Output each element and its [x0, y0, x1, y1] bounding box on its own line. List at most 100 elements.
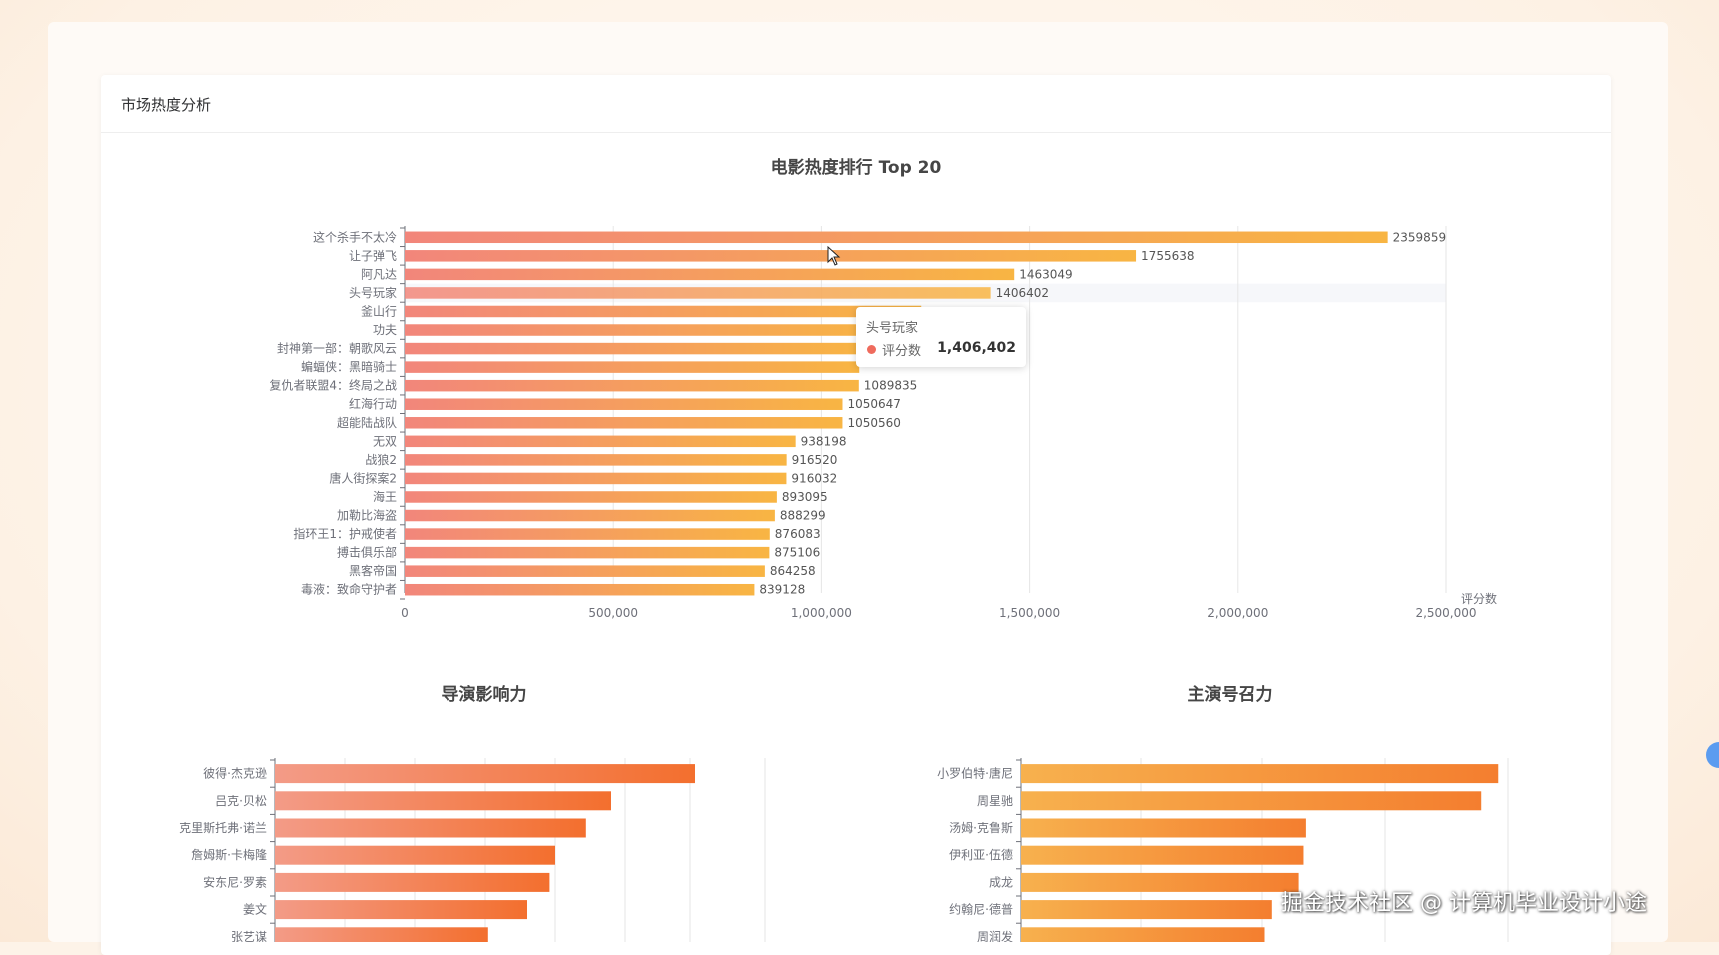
floating-action-button[interactable] — [1706, 742, 1719, 768]
y-tick-label: 头号玩家 — [349, 285, 397, 300]
y-tick-label: 毒液：致命守护者 — [301, 582, 397, 597]
data-label: 938198 — [801, 434, 847, 448]
data-label: 1050560 — [847, 416, 900, 430]
bar — [405, 491, 777, 503]
y-tick-label: 让子弹飞 — [349, 249, 397, 263]
y-tick-label: 战狼2 — [365, 452, 397, 467]
bar — [405, 435, 796, 448]
bar — [405, 379, 859, 392]
x-tick-label: 500,000 — [588, 606, 638, 620]
data-label: 1089835 — [864, 379, 917, 393]
y-tick-label: 张艺谋 — [231, 930, 267, 942]
data-label: 2359859 — [1393, 230, 1446, 244]
y-tick-label: 克里斯托弗·诺兰 — [179, 821, 267, 835]
bar — [1021, 872, 1299, 892]
bar — [275, 900, 527, 920]
bar — [275, 818, 586, 838]
data-label: 1755638 — [1141, 249, 1194, 263]
data-label: 916032 — [791, 471, 837, 485]
bar — [275, 845, 555, 865]
data-label: 876083 — [775, 527, 821, 541]
y-tick-label: 搏击俱乐部 — [337, 545, 397, 560]
bar — [405, 546, 770, 559]
bar — [1021, 818, 1306, 838]
bar — [405, 565, 765, 577]
y-tick-label: 伊利亚·伍德 — [949, 847, 1013, 862]
data-label: 864258 — [770, 564, 816, 578]
mouse-cursor-icon — [827, 245, 841, 270]
x-tick-label: 0 — [401, 606, 409, 620]
bar — [1021, 791, 1482, 811]
y-tick-label: 海王 — [373, 489, 397, 504]
y-tick-label: 吕克·贝松 — [215, 794, 267, 808]
y-tick-label: 詹姆斯·卡梅隆 — [191, 847, 267, 862]
bar — [1021, 764, 1499, 784]
y-tick-label: 功夫 — [373, 323, 397, 337]
data-label: 1050647 — [847, 397, 900, 411]
tooltip-series-name: 评分数 — [882, 344, 922, 359]
y-tick-label: 釜山行 — [361, 303, 397, 318]
y-tick-label: 加勒比海盗 — [337, 508, 397, 523]
y-tick-label: 周润发 — [977, 929, 1013, 942]
bar — [405, 268, 1015, 281]
bar — [1021, 900, 1272, 920]
data-label: 1463049 — [1019, 267, 1072, 281]
bar — [405, 231, 1388, 244]
chart-title: 电影热度排行 Top 20 — [771, 157, 942, 178]
bar — [405, 250, 1137, 262]
chart-title: 导演影响力 — [442, 684, 527, 705]
bar — [405, 305, 922, 318]
y-tick-label: 成龙 — [989, 875, 1013, 889]
bar — [275, 927, 488, 942]
data-label: 916520 — [792, 453, 838, 467]
y-tick-label: 红海行动 — [349, 396, 397, 411]
y-tick-label: 超能陆战队 — [337, 415, 397, 430]
x-axis-name: 评分数 — [1461, 591, 1497, 606]
y-tick-label: 姜文 — [243, 902, 267, 917]
bar — [405, 324, 889, 336]
x-tick-label: 2,500,000 — [1415, 606, 1476, 620]
bar — [405, 417, 843, 429]
y-tick-label: 汤姆·克鲁斯 — [949, 821, 1013, 835]
data-label: 888299 — [780, 509, 826, 523]
x-tick-label: 1,500,000 — [999, 606, 1060, 620]
bar — [275, 764, 695, 784]
bar — [405, 398, 843, 410]
chart-tooltip: 头号玩家 评分数 1,406,402 — [856, 307, 1026, 367]
y-tick-label: 黑客帝国 — [349, 563, 397, 578]
bar — [405, 454, 787, 466]
y-tick-label: 约翰尼·德普 — [949, 902, 1013, 917]
x-tick-label: 1,000,000 — [791, 606, 852, 620]
bar — [405, 361, 860, 373]
card-title: 市场热度分析 — [121, 96, 212, 114]
y-tick-label: 小罗伯特·唐尼 — [937, 766, 1013, 781]
y-tick-label: 彼得·杰克逊 — [203, 766, 267, 781]
y-tick-label: 封神第一部：朝歌风云 — [277, 341, 397, 356]
chart-title: 主演号召力 — [1188, 684, 1273, 705]
tooltip-value: 1,406,402 — [937, 340, 1016, 356]
data-label: 1406402 — [996, 286, 1049, 300]
y-tick-label: 唐人街探案2 — [329, 470, 397, 485]
y-tick-label: 周星驰 — [977, 794, 1013, 808]
bar — [275, 791, 611, 811]
bar — [275, 872, 550, 892]
card-header: 市场热度分析 — [101, 75, 1611, 133]
bar — [1021, 845, 1304, 865]
y-tick-label: 指环王1：护戒使者 — [293, 526, 397, 541]
watermark: 掘金技术社区 @ 计算机毕业设计小途 — [1281, 891, 1647, 916]
data-label: 839128 — [759, 583, 805, 597]
tooltip-series-dot — [867, 345, 876, 354]
y-tick-label: 阿凡达 — [361, 267, 397, 281]
data-label: 875106 — [774, 546, 820, 560]
y-tick-label: 这个杀手不太冷 — [313, 229, 397, 244]
bar — [405, 342, 868, 355]
y-tick-label: 复仇者联盟4：终局之战 — [269, 378, 397, 393]
bar — [1021, 927, 1265, 942]
bar — [405, 583, 755, 596]
y-tick-label: 安东尼·罗素 — [203, 874, 267, 889]
y-tick-label: 无双 — [373, 434, 397, 448]
tooltip-title: 头号玩家 — [866, 321, 919, 336]
data-label: 893095 — [782, 490, 828, 504]
bar — [405, 528, 770, 540]
